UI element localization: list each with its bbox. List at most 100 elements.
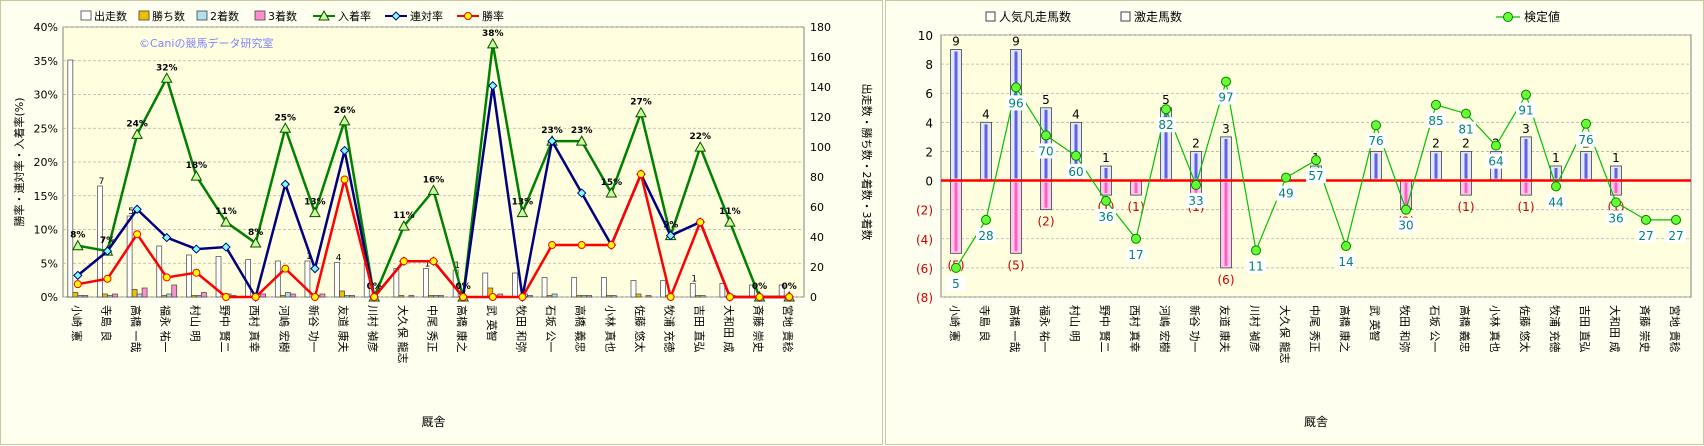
point-label: 11% <box>719 207 741 217</box>
category-label: 吉田 直弘 <box>692 305 706 353</box>
category-label: 石坂 公一 <box>1428 305 1441 353</box>
point-label: 11% <box>393 211 415 221</box>
point-検定値 <box>1671 214 1681 225</box>
bar-出走数 <box>215 256 222 298</box>
right-tick-label: 100 <box>810 141 831 154</box>
category-label: 野中 賢二 <box>1098 305 1111 353</box>
point-label: 0% <box>455 282 470 292</box>
bar-3着数 <box>349 295 355 298</box>
bar-3着数 <box>645 295 652 298</box>
point-label: 70 <box>1038 144 1053 158</box>
category-label: 大和田 成 <box>1608 305 1622 353</box>
bar-3着数 <box>438 295 444 298</box>
point-label-bg <box>1246 258 1266 274</box>
bar-3着数 <box>141 287 148 298</box>
point-連対率 <box>280 179 291 189</box>
point-入着率 <box>605 187 618 198</box>
point-label-bg <box>976 227 996 243</box>
point-label: 82 <box>1158 118 1173 132</box>
category-label: 福永 祐一 <box>1038 305 1052 353</box>
y-tick-label: 2 <box>925 145 933 159</box>
point-勝率 <box>459 293 468 301</box>
category-label: 高橋 康之 <box>455 305 469 353</box>
category-label: 河嶋 宏樹 <box>277 305 291 353</box>
point-label-bg <box>1336 254 1356 270</box>
point-勝率 <box>251 293 260 301</box>
point-label: 27 <box>1638 229 1653 243</box>
category-label: 川村 禎彦 <box>1248 305 1262 353</box>
pos-bar-label: 1 <box>1612 151 1620 165</box>
bar-出走数 <box>689 283 696 298</box>
point-label: 36 <box>1608 211 1623 225</box>
point-label-bg <box>946 275 966 291</box>
bar-3着数 <box>260 293 267 298</box>
left-tick-label: 0% <box>41 291 58 304</box>
category-label: 新谷 功一 <box>307 305 321 353</box>
category-label: 寺島 良 <box>978 305 992 342</box>
legend-swatch <box>196 10 208 21</box>
category-label: 石坂 公一 <box>544 305 557 353</box>
legend-label: 2着数 <box>210 9 239 23</box>
right-tick-label: 20 <box>810 261 824 274</box>
bar-出走数 <box>304 260 311 298</box>
legend-swatch <box>1120 11 1131 22</box>
point-label: 57 <box>1308 169 1323 183</box>
bar-3着数 <box>408 295 415 298</box>
left-tick-label: 25% <box>34 122 58 135</box>
bar-勝ち数 <box>576 295 583 298</box>
point-勝率 <box>310 293 319 301</box>
point-label-bg <box>1666 227 1686 243</box>
bar-勝ち数 <box>339 290 345 298</box>
point-検定値 <box>1491 140 1501 151</box>
point-label: 76 <box>1368 134 1383 148</box>
bar-出走数 <box>67 59 74 298</box>
point-入着率 <box>486 37 499 49</box>
left-tick-label: 20% <box>34 156 58 169</box>
point-label: 0% <box>782 282 797 292</box>
bar-3着数 <box>527 295 533 298</box>
category-label: 大和田 成 <box>722 305 736 353</box>
point-label: 30 <box>1398 219 1413 233</box>
point-label-bg <box>1306 168 1326 184</box>
legend-swatch <box>254 10 266 21</box>
point-検定値 <box>1371 120 1381 131</box>
legend-marker <box>464 12 472 20</box>
point-勝率 <box>518 293 527 301</box>
category-label: 福永 祐一 <box>159 305 173 353</box>
left-tick-label: 5% <box>41 257 58 270</box>
y-tick-label: (6) <box>916 262 933 276</box>
point-label: 24% <box>126 119 148 129</box>
category-label: 宮地 貴稔 <box>781 305 795 353</box>
left-tick-label: 40% <box>34 21 58 34</box>
right-axis-title: 出走数・勝ち数・2着数・3着数 <box>860 84 874 241</box>
point-label: 23% <box>571 126 593 136</box>
point-検定値 <box>1341 241 1351 252</box>
point-検定値 <box>1071 150 1081 161</box>
point-label-bg <box>1546 194 1566 210</box>
bar-出走数 <box>334 262 340 298</box>
point-label-bg <box>1276 185 1296 201</box>
right-tick-label: 80 <box>810 171 824 184</box>
legend-marker <box>318 9 330 21</box>
bar-出走数 <box>719 283 726 298</box>
legend-swatch <box>80 10 92 21</box>
bar-出走数 <box>186 254 192 298</box>
point-検定値 <box>1641 214 1651 225</box>
bar-出走数 <box>512 272 518 298</box>
point-入着率 <box>131 128 143 139</box>
point-入着率 <box>309 206 321 218</box>
pos-bar-label: 1 <box>1552 151 1560 165</box>
neg-bar-label: (2) <box>1038 215 1055 229</box>
bar-2着数 <box>581 295 588 298</box>
legend-marker <box>1503 12 1513 22</box>
point-勝率 <box>399 257 408 266</box>
category-label: 西村 真幸 <box>1128 305 1142 353</box>
pos-bar-label: 1 <box>1102 151 1110 165</box>
point-label-bg <box>1186 192 1206 208</box>
legend-marker <box>391 11 401 21</box>
point-連対率 <box>73 270 83 281</box>
point-label-bg <box>1426 112 1446 128</box>
point-label: 14 <box>1338 255 1353 269</box>
bar-3着数 <box>586 295 593 298</box>
bar-2着数 <box>699 295 706 298</box>
